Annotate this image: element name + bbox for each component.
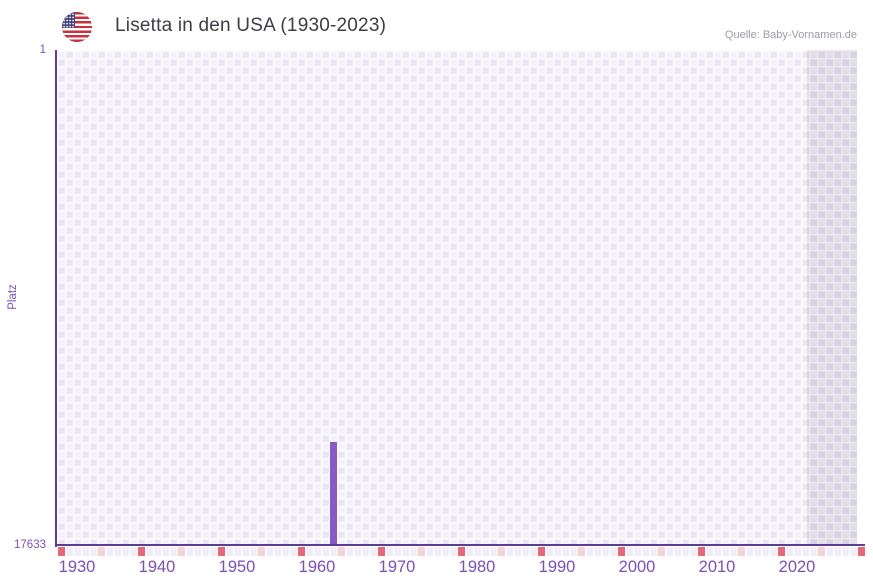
- light-tick-mark-1953: [257, 547, 265, 556]
- dark-tick-mark-1948: [217, 547, 225, 556]
- light-tick-mark-1973: [417, 547, 425, 556]
- light-tick-mark-1943: [177, 547, 185, 556]
- x-axis-labels: 1930 1940 1950 1960 1970 1980 1990 2000 2010 2020: [57, 558, 857, 580]
- x-tick-label-2010: 2010: [698, 558, 736, 576]
- y-axis-label: Platz: [7, 284, 19, 310]
- dark-tick-mark-1988: [537, 547, 545, 556]
- dark-tick-mark-1928: [57, 547, 65, 556]
- source-credit: Quelle: Baby-Vornamen.de: [724, 29, 857, 41]
- no-data-band: [807, 50, 857, 545]
- light-tick-mark-2023: [817, 547, 825, 556]
- light-tick-mark-1933: [97, 547, 105, 556]
- x-tick-label-1950: 1950: [218, 558, 256, 576]
- plot-area: [57, 50, 857, 545]
- x-tick-label-2020: 2020: [778, 558, 816, 576]
- us-flag-icon: [62, 12, 92, 42]
- light-tick-mark-1963: [337, 547, 345, 556]
- below-axis-tick-strip: [57, 547, 867, 556]
- x-tick-label-1960: 1960: [298, 558, 336, 576]
- dark-tick-mark-2008: [697, 547, 705, 556]
- y-tick-worst: 17633: [14, 539, 46, 551]
- x-tick-label-2000: 2000: [618, 558, 656, 576]
- x-tick-label-1980: 1980: [458, 558, 496, 576]
- dark-tick-mark-2018: [777, 547, 785, 556]
- light-tick-mark-2013: [737, 547, 745, 556]
- light-tick-mark-1993: [577, 547, 585, 556]
- x-tick-label-1990: 1990: [538, 558, 576, 576]
- chart-title: Lisetta in den USA (1930-2023): [115, 15, 387, 36]
- rank-bar-1962: [329, 441, 337, 545]
- x-tick-label-1930: 1930: [58, 558, 96, 576]
- dark-tick-mark-2028: [857, 547, 865, 556]
- light-tick-mark-2003: [657, 547, 665, 556]
- x-axis-line: [55, 544, 865, 547]
- x-tick-label-1970: 1970: [378, 558, 416, 576]
- dark-tick-mark-1978: [457, 547, 465, 556]
- dark-tick-mark-1958: [297, 547, 305, 556]
- y-tick-best: 1: [39, 44, 46, 56]
- us-flag-canton: [62, 12, 75, 29]
- light-tick-mark-1983: [497, 547, 505, 556]
- dark-tick-mark-1968: [377, 547, 385, 556]
- x-tick-label-1940: 1940: [138, 558, 176, 576]
- dark-tick-mark-1938: [137, 547, 145, 556]
- dark-tick-mark-1998: [617, 547, 625, 556]
- y-axis-line: [55, 50, 58, 547]
